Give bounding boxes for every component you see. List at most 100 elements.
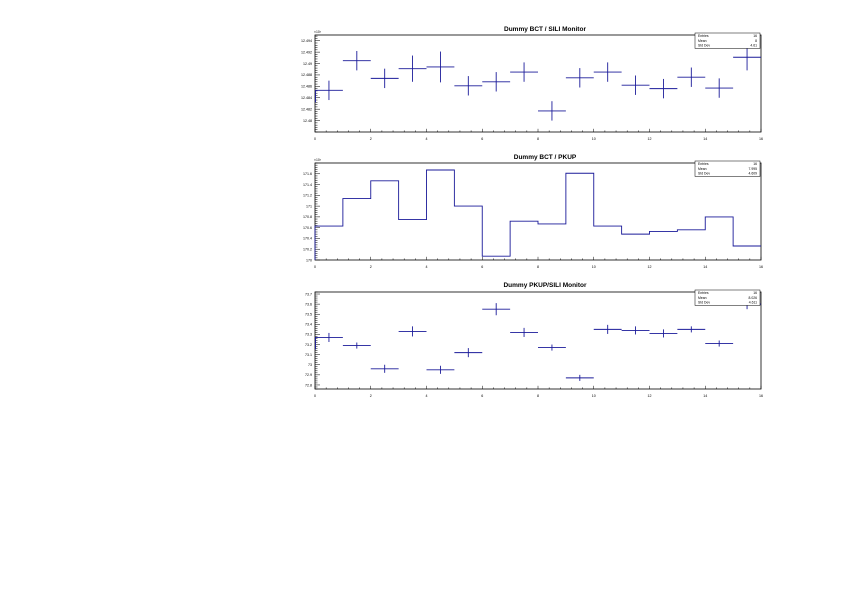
data-point	[370, 68, 399, 89]
y-tick-label: 170.6	[303, 226, 312, 230]
stats-value: 7.995	[749, 167, 758, 171]
y-tick-label: 12.48	[303, 119, 312, 123]
y-tick-label: 12.492	[301, 50, 312, 54]
x-tick-label: 14	[703, 137, 707, 141]
stats-label: Std Dev	[698, 301, 710, 305]
stats-box-frame	[694, 160, 761, 177]
stats-label: Std Dev	[698, 44, 710, 48]
y-tick-label: 73.3	[305, 333, 312, 337]
data-point	[398, 326, 427, 337]
data-point	[649, 329, 678, 338]
stats-value: 4.609	[749, 172, 758, 176]
chart-panel-2: Dummy BCT / PKUP 0 2 4 6 8 10 12 14 16 170 170.2 170…	[303, 154, 763, 269]
x-tick-label: 0	[314, 394, 316, 398]
stats-value: 8.026	[749, 296, 758, 300]
data-point	[482, 303, 511, 316]
data-point	[538, 101, 566, 121]
data-point	[621, 326, 650, 335]
y-tick-label: 171.2	[303, 194, 312, 198]
y-tick-label: 171.4	[303, 183, 312, 187]
stats-box-frame	[694, 32, 761, 49]
data-point	[454, 76, 483, 96]
data-point	[649, 78, 678, 99]
x-tick-label: 16	[759, 137, 763, 141]
stats-box: Entries 16 Mean 8 Std Dev 4.61	[694, 32, 761, 49]
data-point	[510, 327, 538, 337]
stats-label: Entries	[698, 162, 709, 166]
y-tick-label: 170	[306, 258, 312, 262]
x-tick-label: 2	[370, 137, 372, 141]
data-point	[565, 374, 594, 381]
data-point	[593, 324, 622, 334]
x-tick-label: 8	[537, 137, 539, 141]
x-tick-label: 8	[537, 265, 539, 269]
data-point	[538, 344, 566, 351]
data-point	[454, 348, 483, 358]
chart-title: Dummy BCT / SILI Monitor	[504, 26, 586, 33]
x-tick-label: 8	[537, 394, 539, 398]
y-tick-label: 170.2	[303, 248, 312, 252]
y-tick-label: 73.5	[305, 313, 312, 317]
chart-title: Dummy BCT / PKUP	[514, 154, 577, 161]
stats-value: 16	[753, 34, 757, 38]
y-tick-label: 73.6	[305, 302, 312, 306]
x-tick-label: 16	[759, 394, 763, 398]
y-tick-label: 170.8	[303, 215, 312, 219]
y-tick-label: 12.494	[301, 39, 312, 43]
stats-value: 16	[753, 291, 757, 295]
x-tick-label: 4	[426, 265, 428, 269]
y-tick-label: 73.2	[305, 343, 312, 347]
stats-value: 4.61	[750, 44, 757, 48]
data-point	[705, 78, 734, 98]
stats-label: Entries	[698, 291, 709, 295]
y-tick-label: 12.488	[301, 73, 312, 77]
x-tick-label: 14	[703, 394, 707, 398]
y-tick-label: 170.4	[303, 237, 312, 241]
y-tick-label: 12.482	[301, 107, 312, 111]
x-tick-label: 16	[759, 265, 763, 269]
chart-title: Dummy PKUP/SILI Monitor	[503, 282, 587, 289]
y-tick-label: 73.1	[305, 353, 312, 357]
x-tick-label: 10	[592, 137, 596, 141]
x-tick-label: 2	[370, 394, 372, 398]
stats-label: Entries	[698, 34, 709, 38]
y-tick-label: 12.484	[301, 96, 312, 100]
stats-box-frame	[694, 289, 761, 306]
y-tick-label: 72.9	[305, 373, 312, 377]
stats-box: Entries 16 Mean 7.995 Std Dev 4.609	[694, 160, 761, 177]
x-tick-label: 12	[648, 394, 652, 398]
x-tick-label: 6	[481, 265, 483, 269]
data-point	[593, 62, 622, 82]
x-tick-label: 12	[648, 137, 652, 141]
x-tick-label: 4	[426, 137, 428, 141]
y-tick-label: 171	[306, 204, 312, 208]
y-tick-label: 72.8	[305, 383, 312, 387]
chart-panel-1: Dummy BCT / SILI Monitor 0 2 4 6 8 10 12 14 16 12.…	[301, 26, 763, 141]
y-tick-label: 12.486	[301, 85, 312, 89]
y-tick-label: 73	[308, 363, 312, 367]
data-point	[315, 332, 343, 343]
data-point	[342, 342, 371, 349]
x-tick-label: 4	[426, 394, 428, 398]
stats-label: Mean	[698, 167, 707, 171]
y-exponent-label: ×10³	[314, 158, 322, 162]
y-tick-label: 12.49	[303, 62, 312, 66]
x-tick-label: 2	[370, 265, 372, 269]
stats-box: Entries 16 Mean 8.026 Std Dev 4.611	[694, 289, 761, 306]
y-tick-label: 73.4	[305, 323, 312, 327]
chart-panel-3: Dummy PKUP/SILI Monitor 0 2 4 6 8 10 12 14 16 72.8…	[305, 282, 763, 398]
stats-value: 8	[755, 39, 757, 43]
histogram-step-line	[314, 169, 761, 260]
stats-value: 4.611	[749, 301, 757, 305]
x-tick-label: 0	[314, 137, 316, 141]
stats-label: Std Dev	[698, 172, 710, 176]
data-point	[677, 67, 706, 87]
data-point	[482, 72, 511, 92]
data-point	[705, 340, 734, 347]
data-point	[426, 365, 455, 374]
data-point	[370, 364, 399, 373]
y-tick-label: 171.6	[303, 172, 312, 176]
y-exponent-label: ×10³	[314, 30, 322, 34]
stats-value: 16	[753, 162, 757, 166]
data-point	[315, 80, 343, 101]
